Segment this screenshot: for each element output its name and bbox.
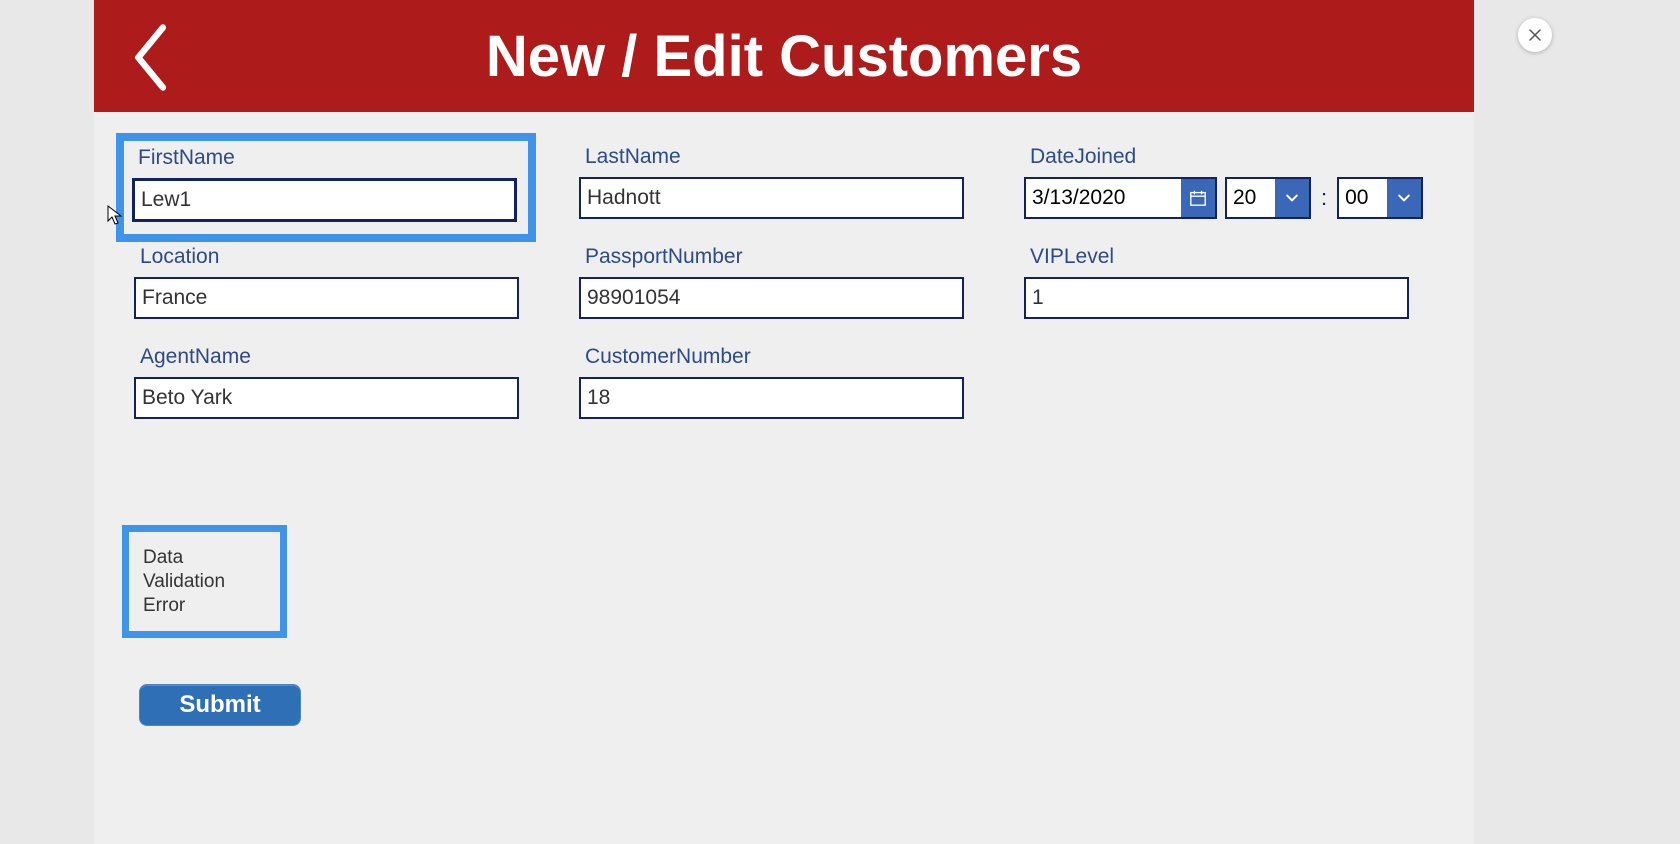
submit-button[interactable]: Submit (139, 684, 301, 726)
datejoined-field: DateJoined (1024, 145, 1423, 219)
customernumber-label: CustomerNumber (579, 345, 964, 369)
lastname-input[interactable] (579, 177, 964, 219)
agentname-field: AgentName (134, 345, 519, 419)
validation-error-text: Data Validation Error (143, 546, 266, 617)
chevron-left-icon (124, 20, 174, 95)
close-button[interactable] (1518, 18, 1552, 52)
customernumber-input[interactable] (579, 377, 964, 419)
viplevel-label: VIPLevel (1024, 245, 1409, 269)
page-title: New / Edit Customers (486, 23, 1082, 90)
datejoined-hour-box (1225, 177, 1311, 219)
time-separator: : (1319, 185, 1329, 211)
lastname-label: LastName (579, 145, 964, 169)
datejoined-date-input[interactable] (1026, 179, 1181, 217)
app-window: New / Edit Customers FirstName LastName … (94, 0, 1474, 844)
validation-error-box: Data Validation Error (122, 525, 287, 638)
firstname-input[interactable] (132, 178, 517, 222)
location-field: Location (134, 245, 519, 319)
passportnumber-field: PassportNumber (579, 245, 964, 319)
passportnumber-input[interactable] (579, 277, 964, 319)
viplevel-input[interactable] (1024, 277, 1409, 319)
chevron-down-icon (1284, 190, 1300, 206)
lastname-field: LastName (579, 145, 964, 219)
header-bar: New / Edit Customers (94, 0, 1474, 112)
firstname-highlight: FirstName (116, 133, 536, 242)
firstname-label: FirstName (132, 146, 520, 170)
datejoined-minute-box (1337, 177, 1423, 219)
back-button[interactable] (124, 20, 174, 95)
datejoined-label: DateJoined (1024, 145, 1423, 169)
datejoined-hour-input[interactable] (1227, 179, 1275, 217)
close-icon (1527, 27, 1543, 43)
datejoined-minute-dropdown[interactable] (1387, 179, 1421, 217)
agentname-label: AgentName (134, 345, 519, 369)
viplevel-field: VIPLevel (1024, 245, 1409, 319)
chevron-down-icon (1396, 190, 1412, 206)
customernumber-field: CustomerNumber (579, 345, 964, 419)
agentname-input[interactable] (134, 377, 519, 419)
calendar-icon (1189, 189, 1207, 207)
datejoined-calendar-button[interactable] (1181, 179, 1215, 217)
location-input[interactable] (134, 277, 519, 319)
datejoined-hour-dropdown[interactable] (1275, 179, 1309, 217)
passportnumber-label: PassportNumber (579, 245, 964, 269)
location-label: Location (134, 245, 519, 269)
datejoined-minute-input[interactable] (1339, 179, 1387, 217)
datejoined-date-box (1024, 177, 1217, 219)
